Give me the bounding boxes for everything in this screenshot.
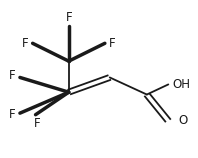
Text: O: O [178, 114, 187, 127]
Text: F: F [34, 117, 41, 130]
Text: F: F [9, 108, 15, 121]
Text: F: F [9, 69, 15, 82]
Text: F: F [109, 37, 116, 50]
Text: F: F [22, 37, 28, 50]
Text: F: F [65, 11, 72, 24]
Text: OH: OH [172, 78, 190, 91]
